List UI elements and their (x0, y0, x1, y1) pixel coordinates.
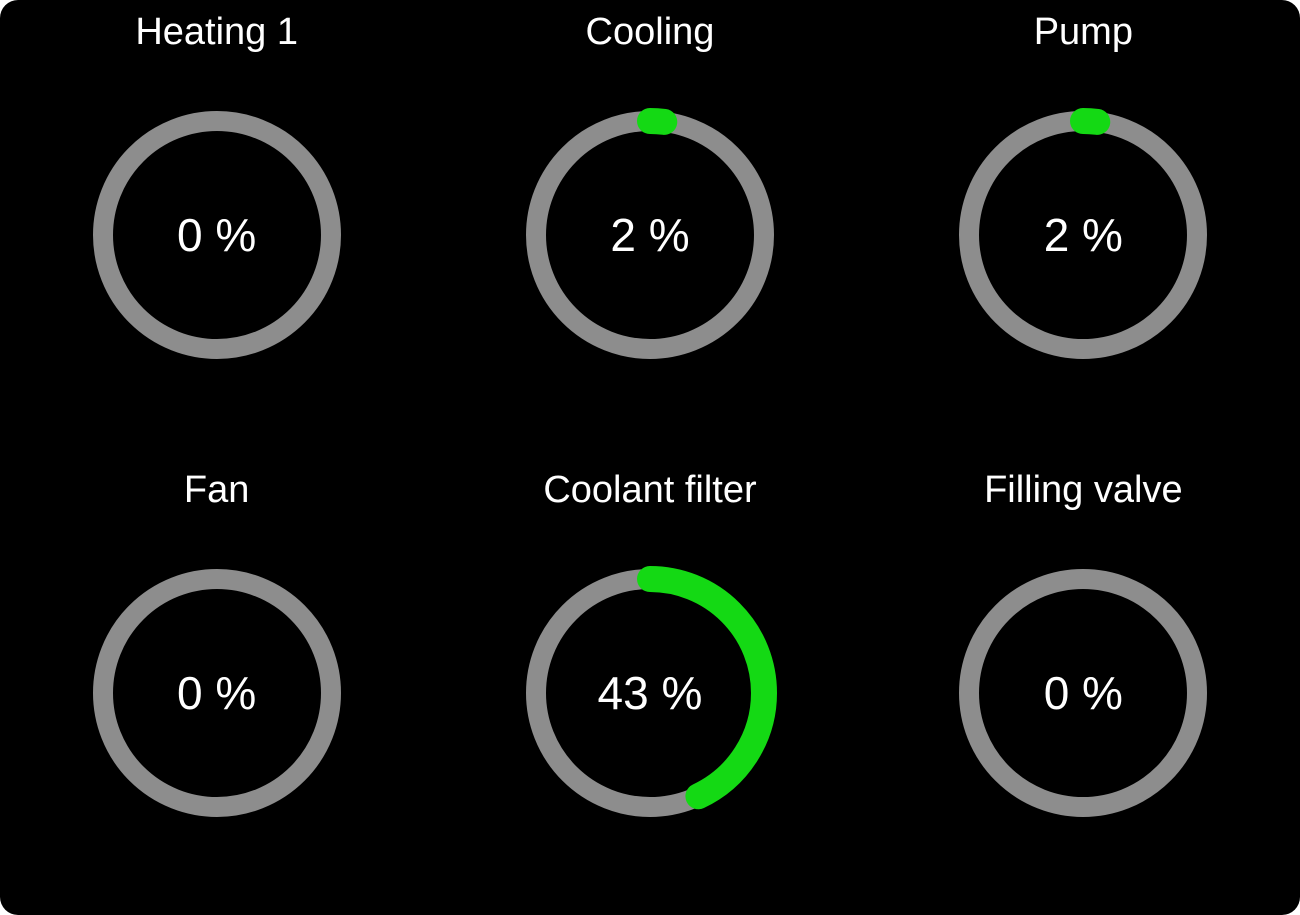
gauge-track-ring (92, 111, 341, 359)
gauge-label: Coolant filter (543, 468, 757, 511)
gauge-value: 0 % (1043, 666, 1123, 719)
gauge-tile-pump: Pump 2 % (867, 0, 1300, 458)
gauge-progress-arc (522, 565, 777, 820)
gauge-ring-svg (522, 108, 777, 362)
gauge-label: Filling valve (984, 468, 1183, 511)
gauge-tile-cooling: Cooling 2 % (433, 0, 866, 458)
gauge-value: 0 % (177, 209, 257, 261)
gauge-ring-svg (956, 108, 1211, 362)
gauge-label: Cooling (585, 11, 715, 53)
gauge-value: 43 % (597, 666, 703, 719)
gauge-value: 2 % (610, 209, 690, 261)
gauge-ring: 2 % (522, 108, 777, 362)
gauge-ring: 43 % (522, 565, 777, 820)
gauge-label: Heating 1 (135, 11, 298, 53)
gauge-ring-svg (92, 111, 341, 359)
gauge-ring: 0 % (92, 568, 342, 818)
gauge-tile-fan: Fan 0 % (0, 458, 433, 915)
gauge-tile-filling-valve: Filling valve 0 % (867, 458, 1300, 915)
gauge-ring-svg (92, 568, 341, 817)
gauge-ring: 2 % (956, 108, 1211, 362)
gauge-tile-heating-1: Heating 1 0 % (0, 0, 433, 458)
gauge-track-ring (959, 568, 1208, 817)
gauge-tile-coolant-filter: Coolant filter 43 % (433, 458, 866, 915)
gauge-ring: 0 % (958, 568, 1208, 818)
gauge-value: 2 % (1043, 209, 1123, 261)
gauge-ring-svg (522, 565, 777, 820)
gauge-label: Fan (183, 468, 250, 511)
gauge-ring-svg (959, 568, 1208, 817)
gauge-track-ring (92, 568, 341, 817)
gauge-ring: 0 % (92, 110, 342, 360)
gauge-progress-arc (956, 108, 1211, 362)
gauge-label: Pump (1033, 11, 1133, 53)
gauge-progress-arc (522, 108, 777, 362)
gauge-value: 0 % (177, 666, 257, 719)
